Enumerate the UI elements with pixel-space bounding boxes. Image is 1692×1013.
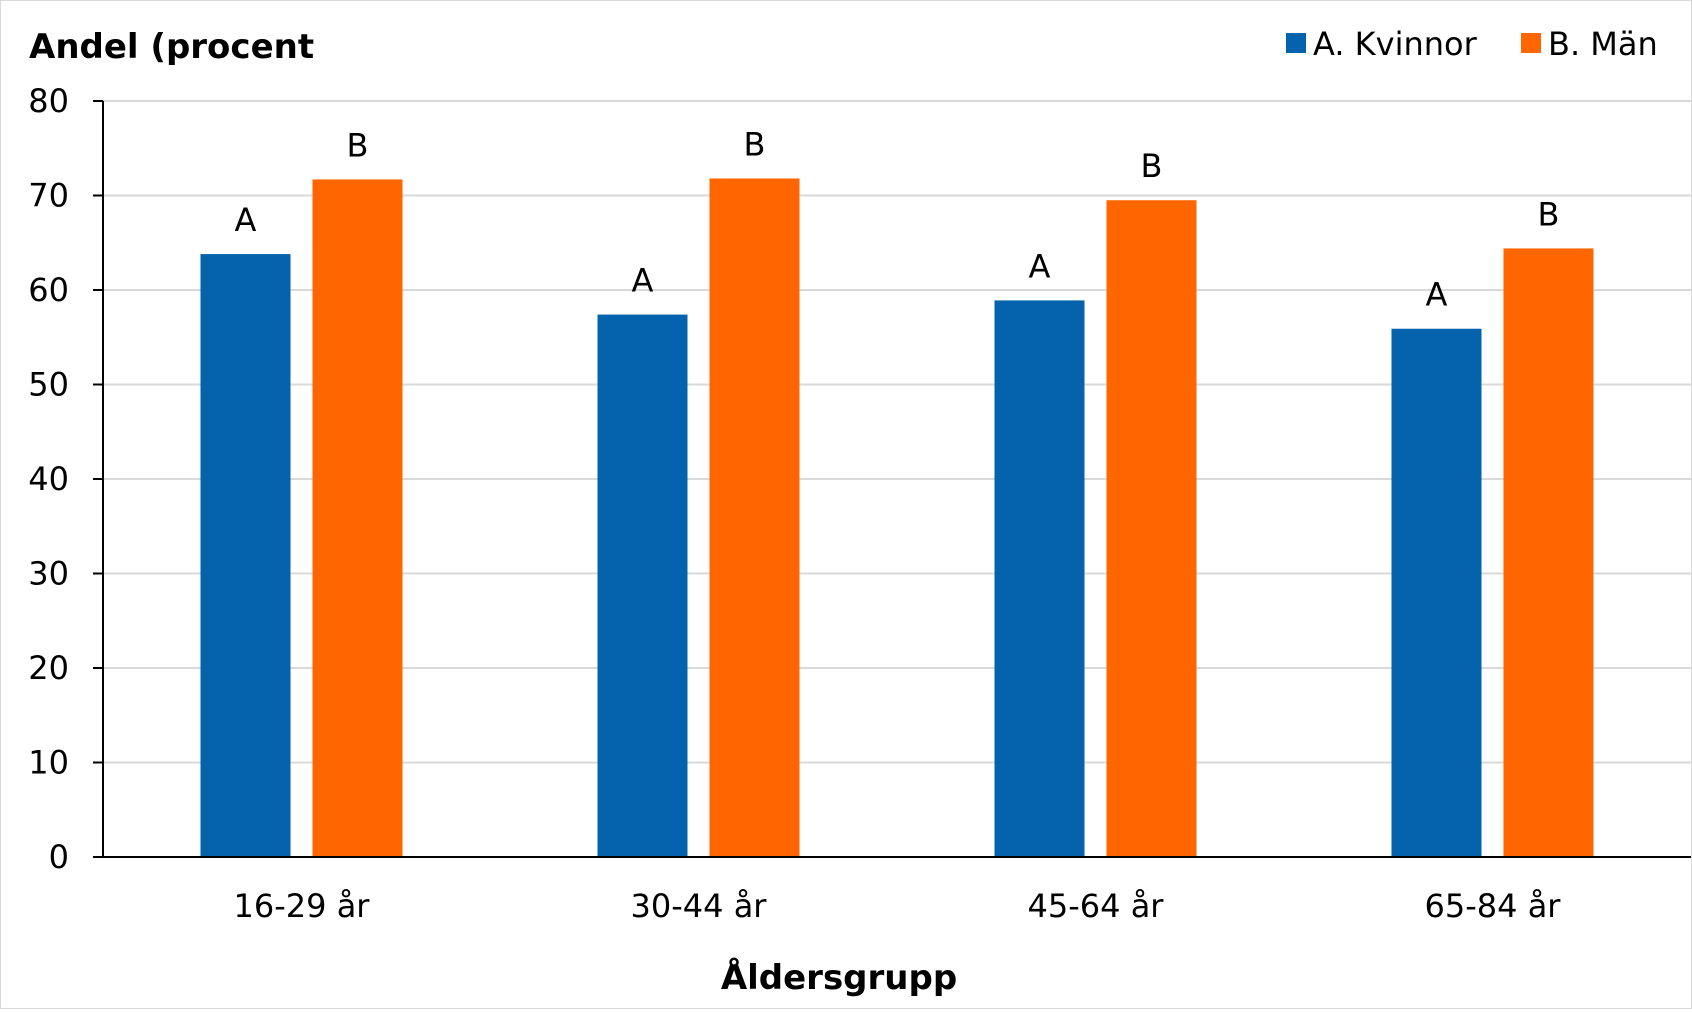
bar-b-m-n-45-64-r (1106, 200, 1197, 858)
bar-a-kvinnor-16-29-r (200, 254, 291, 858)
legend-swatch-kvinnor (1286, 33, 1306, 53)
data-label-b-m-n-65-84-r: B (1538, 195, 1560, 233)
bar-a-kvinnor-65-84-r (1391, 328, 1482, 857)
legend-swatch-man (1521, 33, 1541, 53)
data-label-b-m-n-30-44-r: B (744, 125, 766, 163)
y-tick-label-0: 0 (49, 838, 69, 876)
data-label-a-kvinnor-45-64-r: A (1029, 247, 1051, 285)
axes (93, 100, 1691, 858)
bar-a-kvinnor-45-64-r (994, 300, 1085, 857)
data-label-a-kvinnor-30-44-r: A (632, 262, 654, 300)
data-label-a-kvinnor-16-29-r: A (235, 201, 257, 239)
x-tick-label-65-84-r: 65-84 år (1425, 887, 1562, 925)
data-label-a-kvinnor-65-84-r: A (1426, 276, 1448, 314)
legend: A. Kvinnor B. Män (1286, 25, 1658, 63)
data-label-b-m-n-16-29-r: B (347, 126, 369, 164)
y-tick-label-20: 20 (28, 649, 69, 687)
data-labels: A B A B A B A B (235, 125, 1560, 313)
legend-label-man: B. Män (1548, 25, 1658, 63)
y-tick-label-50: 50 (28, 366, 69, 404)
y-tick-label-30: 30 (28, 555, 69, 593)
y-tick-label-40: 40 (28, 460, 69, 498)
y-tick-label-60: 60 (28, 271, 69, 309)
x-tick-label-16-29-r: 16-29 år (234, 887, 371, 925)
bars (200, 178, 1594, 858)
x-tick-labels: 16-29 år 30-44 år 45-64 år 65-84 år (234, 887, 1562, 925)
bar-b-m-n-30-44-r (709, 178, 800, 858)
x-tick-label-45-64-r: 45-64 år (1028, 887, 1165, 925)
bar-a-kvinnor-30-44-r (597, 314, 688, 857)
bar-b-m-n-65-84-r (1503, 248, 1594, 858)
data-label-b-m-n-45-64-r: B (1141, 147, 1163, 185)
y-tick-labels: 0 10 20 30 40 50 60 70 80 (28, 82, 69, 876)
y-axis-title: Andel (procent (29, 27, 314, 67)
y-tick-label-70: 70 (28, 177, 69, 215)
bar-b-m-n-16-29-r (312, 179, 403, 857)
x-tick-label-30-44-r: 30-44 år (631, 887, 768, 925)
y-tick-label-80: 80 (28, 82, 69, 120)
legend-label-kvinnor: A. Kvinnor (1313, 25, 1478, 63)
x-axis-title: Åldersgrupp (721, 957, 957, 998)
y-tick-label-10: 10 (28, 744, 69, 782)
